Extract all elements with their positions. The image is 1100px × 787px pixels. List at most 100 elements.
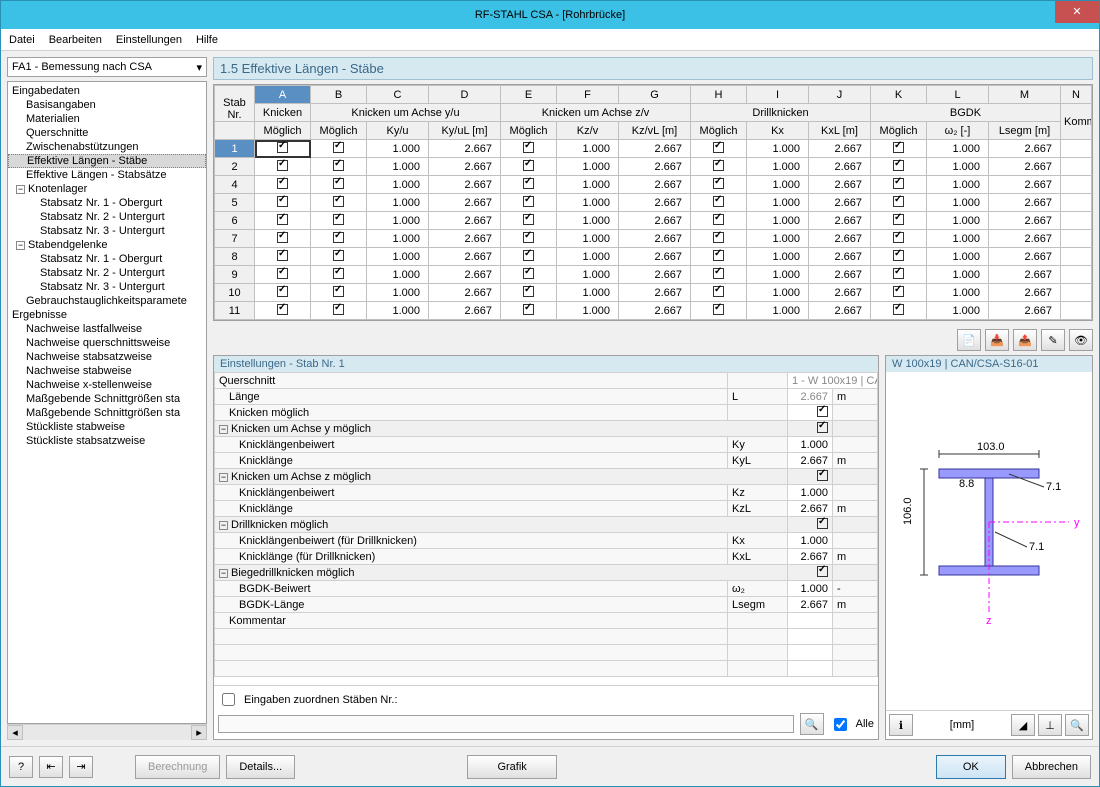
tree-item[interactable]: Zwischenabstützungen xyxy=(8,140,206,154)
main-window: RF-STAHL CSA - [Rohrbrücke] ✕ Datei Bear… xyxy=(0,0,1100,787)
titlebar: RF-STAHL CSA - [Rohrbrücke] ✕ xyxy=(1,1,1099,29)
chevron-down-icon: ▾ xyxy=(196,61,202,74)
prop-title: Einstellungen - Stab Nr. 1 xyxy=(214,356,878,372)
tree-item[interactable]: Nachweise x-stellenweise xyxy=(8,378,206,392)
tree-item-selected[interactable]: Effektive Längen - Stäbe xyxy=(8,154,206,168)
menu-einstellungen[interactable]: Einstellungen xyxy=(116,34,182,46)
section-name: W 100x19 | CAN/CSA-S16-01 xyxy=(886,356,1092,372)
prop-footer: Eingaben zuordnen Stäben Nr.: 🔍 Alle xyxy=(214,685,878,739)
tree-item[interactable]: Maßgebende Schnittgrößen sta xyxy=(8,406,206,420)
properties-panel: Einstellungen - Stab Nr. 1 Querschnitt1 … xyxy=(213,355,879,740)
checkbox-icon[interactable] xyxy=(817,470,828,481)
scroll-track[interactable] xyxy=(23,725,191,740)
dropdown-value: FA1 - Bemessung nach CSA xyxy=(12,61,152,73)
tree-item[interactable]: Stabsatz Nr. 3 - Untergurt xyxy=(8,280,206,294)
tree-item[interactable]: Stückliste stabsatzweise xyxy=(8,434,206,448)
search-icon[interactable]: 🔍 xyxy=(1065,714,1089,736)
checkbox-icon[interactable] xyxy=(817,406,828,417)
collapse-icon[interactable]: − xyxy=(219,569,228,578)
tree-item[interactable]: Stabsatz Nr. 2 - Untergurt xyxy=(8,210,206,224)
col-A[interactable]: A xyxy=(255,86,311,104)
scroll-right-icon[interactable]: ▸ xyxy=(191,725,207,740)
table-row[interactable]: 91.0002.6671.0002.6671.0002.6671.0002.66… xyxy=(215,266,1092,284)
tree-item[interactable]: Nachweise stabsatzweise xyxy=(8,350,206,364)
tree-eingabedaten[interactable]: Eingabedaten xyxy=(8,84,206,98)
footer: ? ⇤ ⇥ Berechnung Details... Grafik OK Ab… xyxy=(1,746,1099,786)
menu-hilfe[interactable]: Hilfe xyxy=(196,34,218,46)
tree-item[interactable]: Stückliste stabweise xyxy=(8,420,206,434)
tree-item[interactable]: Gebrauchstauglichkeitsparamete xyxy=(8,294,206,308)
berechnung-button[interactable]: Berechnung xyxy=(135,755,220,779)
table-row[interactable]: 101.0002.6671.0002.6671.0002.6671.0002.6… xyxy=(215,284,1092,302)
checkbox-icon[interactable] xyxy=(817,566,828,577)
menu-datei[interactable]: Datei xyxy=(9,34,35,46)
svg-text:103.0: 103.0 xyxy=(977,441,1005,453)
collapse-icon[interactable]: − xyxy=(219,521,228,530)
table-row[interactable]: 111.0002.6671.0002.6671.0002.6671.0002.6… xyxy=(215,302,1092,320)
view-icon-2[interactable]: ⊥ xyxy=(1038,714,1062,736)
cross-section-panel: W 100x19 | CAN/CSA-S16-01 y z xyxy=(885,355,1093,740)
grid-toolbar: 📄 📥 📤 ✎ 👁 xyxy=(213,325,1093,355)
collapse-icon[interactable]: − xyxy=(16,241,25,250)
unit-label: [mm] xyxy=(950,719,974,731)
scroll-left-icon[interactable]: ◂ xyxy=(7,725,23,740)
tree-item[interactable]: Stabsatz Nr. 2 - Untergurt xyxy=(8,266,206,280)
table-row[interactable]: 81.0002.6671.0002.6671.0002.6671.0002.66… xyxy=(215,248,1092,266)
tree-item[interactable]: Nachweise querschnittsweise xyxy=(8,336,206,350)
tree-item[interactable]: Stabsatz Nr. 1 - Obergurt xyxy=(8,196,206,210)
main-grid[interactable]: StabNr. A BCD EFG HIJ KLM N Knicken Knic… xyxy=(213,84,1093,321)
assign-label: Eingaben zuordnen Stäben Nr.: xyxy=(244,694,398,706)
tool-icon-3[interactable]: 📤 xyxy=(1013,329,1037,351)
tree-item[interactable]: Stabsatz Nr. 3 - Untergurt xyxy=(8,224,206,238)
details-button[interactable]: Details... xyxy=(226,755,295,779)
next-icon[interactable]: ⇥ xyxy=(69,756,93,778)
svg-text:8.8: 8.8 xyxy=(959,478,974,490)
prop-grid[interactable]: Querschnitt1 - W 100x19 | CAN/CSA-S16-01… xyxy=(214,372,878,685)
tree-item[interactable]: Nachweise lastfallweise xyxy=(8,322,206,336)
prev-icon[interactable]: ⇤ xyxy=(39,756,63,778)
table-row[interactable]: 61.0002.6671.0002.6671.0002.6671.0002.66… xyxy=(215,212,1092,230)
table-row[interactable]: 11.0002.6671.0002.6671.0002.6671.0002.66… xyxy=(215,140,1092,158)
help-icon[interactable]: ? xyxy=(9,756,33,778)
tree-item[interactable]: Nachweise stabweise xyxy=(8,364,206,378)
tool-icon-1[interactable]: 📄 xyxy=(957,329,981,351)
collapse-icon[interactable]: − xyxy=(16,185,25,194)
tool-icon-2[interactable]: 📥 xyxy=(985,329,1009,351)
menu-bearbeiten[interactable]: Bearbeiten xyxy=(49,34,102,46)
view-icon-1[interactable]: ◢ xyxy=(1011,714,1035,736)
ok-button[interactable]: OK xyxy=(936,755,1006,779)
alle-checkbox[interactable] xyxy=(834,718,847,731)
pick-icon[interactable]: 🔍 xyxy=(800,713,824,735)
table-row[interactable]: 21.0002.6671.0002.6671.0002.6671.0002.66… xyxy=(215,158,1092,176)
tree-scrollbar[interactable]: ◂ ▸ xyxy=(7,724,207,740)
eye-icon[interactable]: 👁 xyxy=(1069,329,1093,351)
tree-knotenlager[interactable]: −Knotenlager xyxy=(8,182,206,196)
collapse-icon[interactable]: − xyxy=(219,473,228,482)
info-icon[interactable]: ℹ xyxy=(889,714,913,736)
case-dropdown[interactable]: FA1 - Bemessung nach CSA ▾ xyxy=(7,57,207,77)
tool-icon-4[interactable]: ✎ xyxy=(1041,329,1065,351)
close-button[interactable]: ✕ xyxy=(1055,1,1099,23)
right-panel: 1.5 Effektive Längen - Stäbe StabNr. A B… xyxy=(213,57,1093,740)
checkbox-icon[interactable] xyxy=(817,422,828,433)
tree-stabend[interactable]: −Stabendgelenke xyxy=(8,238,206,252)
tree-ergebnisse[interactable]: Ergebnisse xyxy=(8,308,206,322)
checkbox-icon[interactable] xyxy=(817,518,828,529)
svg-text:106.0: 106.0 xyxy=(902,497,914,525)
tree-item[interactable]: Querschnitte xyxy=(8,126,206,140)
abbrechen-button[interactable]: Abbrechen xyxy=(1012,755,1091,779)
table-row[interactable]: 51.0002.6671.0002.6671.0002.6671.0002.66… xyxy=(215,194,1092,212)
table-row[interactable]: 41.0002.6671.0002.6671.0002.6671.0002.66… xyxy=(215,176,1092,194)
tree-item[interactable]: Stabsatz Nr. 1 - Obergurt xyxy=(8,252,206,266)
assign-checkbox[interactable] xyxy=(222,693,235,706)
assign-input[interactable] xyxy=(218,715,794,733)
grafik-button[interactable]: Grafik xyxy=(467,755,557,779)
collapse-icon[interactable]: − xyxy=(219,425,228,434)
table-row[interactable]: 71.0002.6671.0002.6671.0002.6671.0002.66… xyxy=(215,230,1092,248)
tree-item[interactable]: Maßgebende Schnittgrößen sta xyxy=(8,392,206,406)
tree-item[interactable]: Materialien xyxy=(8,112,206,126)
nav-tree[interactable]: Eingabedaten Basisangaben Materialien Qu… xyxy=(7,81,207,724)
tree-item[interactable]: Effektive Längen - Stabsätze xyxy=(8,168,206,182)
section-title: 1.5 Effektive Längen - Stäbe xyxy=(213,57,1093,80)
tree-item[interactable]: Basisangaben xyxy=(8,98,206,112)
